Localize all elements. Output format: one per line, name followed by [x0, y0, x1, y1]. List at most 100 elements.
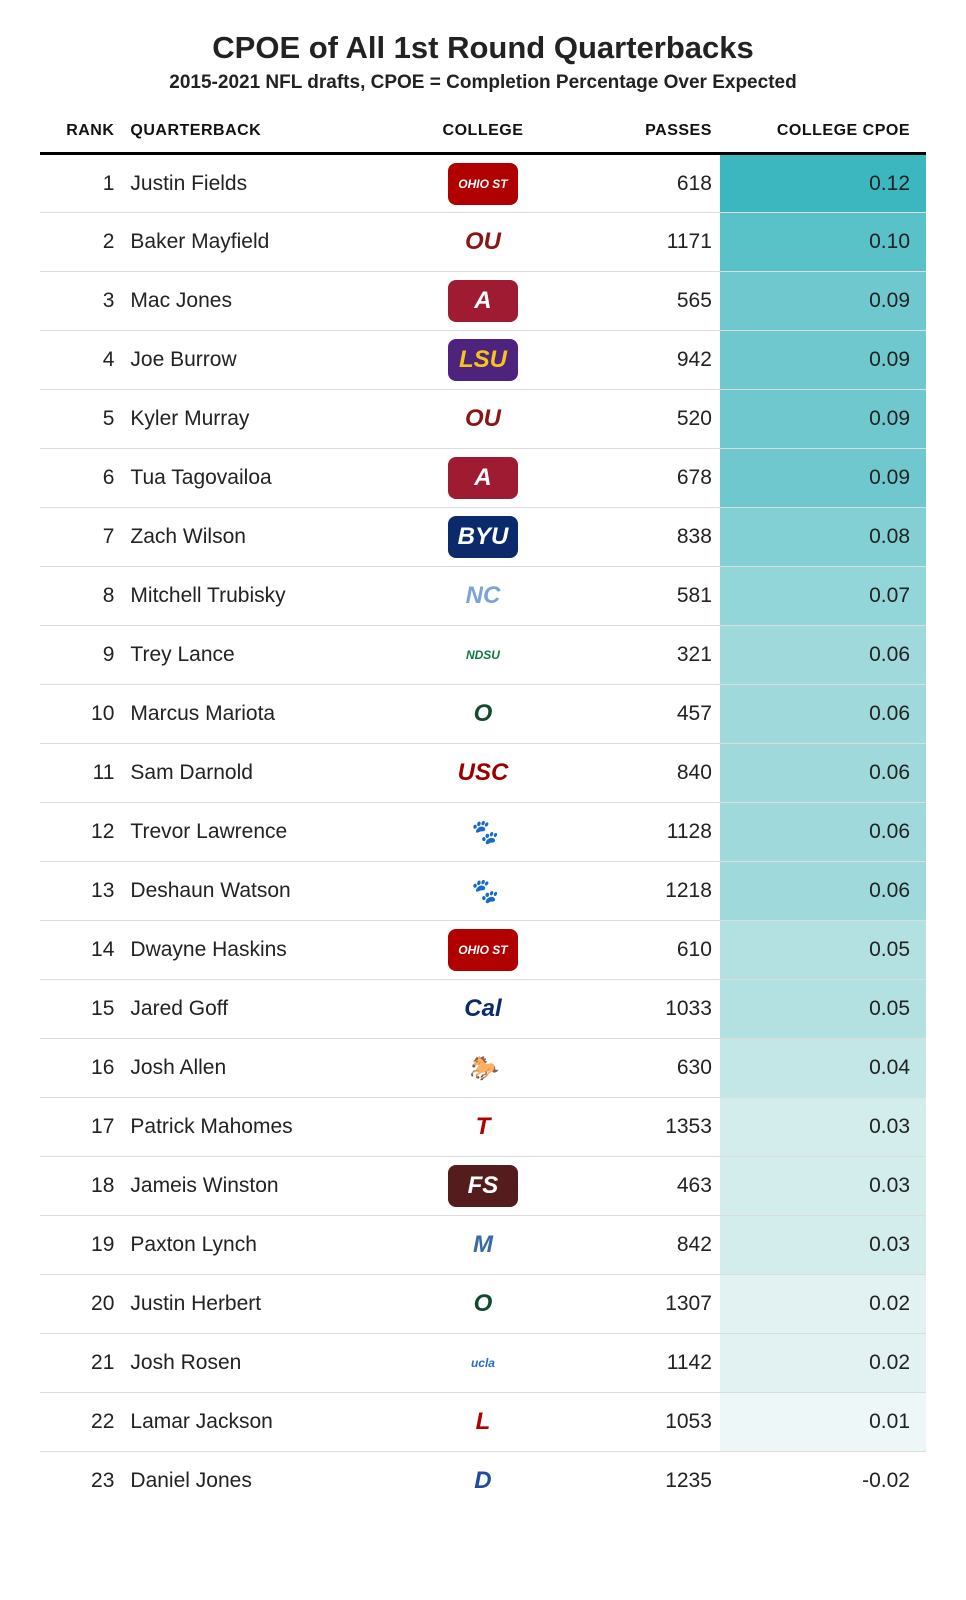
cell-passes: 840	[555, 744, 720, 803]
table-row: 9Trey LanceNDSU3210.06	[40, 626, 926, 685]
cell-rank: 23	[40, 1452, 122, 1511]
page-title: CPOE of All 1st Round Quarterbacks	[40, 30, 926, 66]
cell-passes: 842	[555, 1216, 720, 1275]
college-logo-icon: 🐎	[448, 1047, 518, 1089]
cell-cpoe: 0.09	[720, 331, 926, 390]
cell-cpoe: 0.02	[720, 1275, 926, 1334]
college-logo-icon: NC	[448, 575, 518, 617]
cell-quarterback: Trevor Lawrence	[122, 803, 410, 862]
college-logo-icon: ucla	[448, 1342, 518, 1384]
cell-college: OHIO ST	[411, 154, 555, 213]
cell-college: D	[411, 1452, 555, 1511]
cell-cpoe: 0.08	[720, 508, 926, 567]
cell-quarterback: Jameis Winston	[122, 1157, 410, 1216]
cell-rank: 19	[40, 1216, 122, 1275]
cell-cpoe: 0.10	[720, 213, 926, 272]
table-row: 2Baker MayfieldOU11710.10	[40, 213, 926, 272]
cell-passes: 610	[555, 921, 720, 980]
college-logo-icon: OU	[448, 398, 518, 440]
cell-cpoe: 0.09	[720, 272, 926, 331]
cell-passes: 1033	[555, 980, 720, 1039]
cell-cpoe: 0.06	[720, 626, 926, 685]
college-logo-icon: FS	[448, 1165, 518, 1207]
cell-quarterback: Lamar Jackson	[122, 1393, 410, 1452]
cell-rank: 11	[40, 744, 122, 803]
cell-college: A	[411, 449, 555, 508]
cell-rank: 10	[40, 685, 122, 744]
cell-quarterback: Joe Burrow	[122, 331, 410, 390]
college-logo-icon: A	[448, 280, 518, 322]
cell-passes: 942	[555, 331, 720, 390]
cell-passes: 565	[555, 272, 720, 331]
cell-quarterback: Marcus Mariota	[122, 685, 410, 744]
col-college: COLLEGE	[411, 112, 555, 154]
cell-passes: 678	[555, 449, 720, 508]
cell-quarterback: Jared Goff	[122, 980, 410, 1039]
cell-college: OHIO ST	[411, 921, 555, 980]
cell-college: ucla	[411, 1334, 555, 1393]
cell-passes: 630	[555, 1039, 720, 1098]
cell-college: O	[411, 1275, 555, 1334]
table-row: 16Josh Allen 🐎 6300.04	[40, 1039, 926, 1098]
college-logo-icon: USC	[448, 752, 518, 794]
col-passes: PASSES	[555, 112, 720, 154]
cell-college: NDSU	[411, 626, 555, 685]
cell-cpoe: 0.01	[720, 1393, 926, 1452]
cell-cpoe: 0.07	[720, 567, 926, 626]
college-logo-icon: LSU	[448, 339, 518, 381]
college-logo-icon: L	[448, 1401, 518, 1443]
college-logo-icon: 🐾	[448, 870, 518, 912]
cell-cpoe: 0.02	[720, 1334, 926, 1393]
cell-cpoe: 0.03	[720, 1216, 926, 1275]
college-logo-icon: NDSU	[448, 634, 518, 676]
college-logo-icon: BYU	[448, 516, 518, 558]
cell-rank: 4	[40, 331, 122, 390]
college-logo-icon: M	[448, 1224, 518, 1266]
cell-quarterback: Sam Darnold	[122, 744, 410, 803]
cell-quarterback: Josh Rosen	[122, 1334, 410, 1393]
cell-rank: 1	[40, 154, 122, 213]
table-row: 13Deshaun Watson🐾12180.06	[40, 862, 926, 921]
page-subtitle: 2015-2021 NFL drafts, CPOE = Completion …	[40, 72, 926, 94]
cell-cpoe: 0.05	[720, 921, 926, 980]
cell-rank: 6	[40, 449, 122, 508]
cell-quarterback: Paxton Lynch	[122, 1216, 410, 1275]
table-row: 6Tua TagovailoaA6780.09	[40, 449, 926, 508]
college-logo-icon: O	[448, 1283, 518, 1325]
college-logo-icon: OHIO ST	[448, 929, 518, 971]
college-logo-icon: D	[448, 1460, 518, 1502]
cell-quarterback: Justin Herbert	[122, 1275, 410, 1334]
table-body: 1Justin FieldsOHIO ST6180.122Baker Mayfi…	[40, 154, 926, 1511]
cell-cpoe: 0.03	[720, 1098, 926, 1157]
cell-cpoe: 0.09	[720, 449, 926, 508]
col-cpoe: COLLEGE CPOE	[720, 112, 926, 154]
college-logo-icon: 🐾	[448, 811, 518, 853]
table-row: 14Dwayne HaskinsOHIO ST6100.05	[40, 921, 926, 980]
table-row: 12Trevor Lawrence🐾11280.06	[40, 803, 926, 862]
col-rank: RANK	[40, 112, 122, 154]
table-row: 19Paxton Lynch M 8420.03	[40, 1216, 926, 1275]
cell-quarterback: Justin Fields	[122, 154, 410, 213]
cell-rank: 17	[40, 1098, 122, 1157]
cell-cpoe: 0.04	[720, 1039, 926, 1098]
cell-quarterback: Deshaun Watson	[122, 862, 410, 921]
college-logo-icon: Cal	[448, 988, 518, 1030]
cell-quarterback: Mitchell Trubisky	[122, 567, 410, 626]
cell-quarterback: Josh Allen	[122, 1039, 410, 1098]
cell-rank: 16	[40, 1039, 122, 1098]
cell-rank: 9	[40, 626, 122, 685]
cell-college: FS	[411, 1157, 555, 1216]
cell-rank: 22	[40, 1393, 122, 1452]
cell-quarterback: Dwayne Haskins	[122, 921, 410, 980]
cell-quarterback: Daniel Jones	[122, 1452, 410, 1511]
college-logo-icon: A	[448, 457, 518, 499]
table-row: 21Josh Rosenucla11420.02	[40, 1334, 926, 1393]
college-logo-icon: O	[448, 693, 518, 735]
cell-cpoe: 0.06	[720, 803, 926, 862]
cell-college: O	[411, 685, 555, 744]
cell-quarterback: Patrick Mahomes	[122, 1098, 410, 1157]
cell-rank: 20	[40, 1275, 122, 1334]
cell-college: LSU	[411, 331, 555, 390]
cell-cpoe: 0.09	[720, 390, 926, 449]
college-logo-icon: OU	[448, 221, 518, 263]
